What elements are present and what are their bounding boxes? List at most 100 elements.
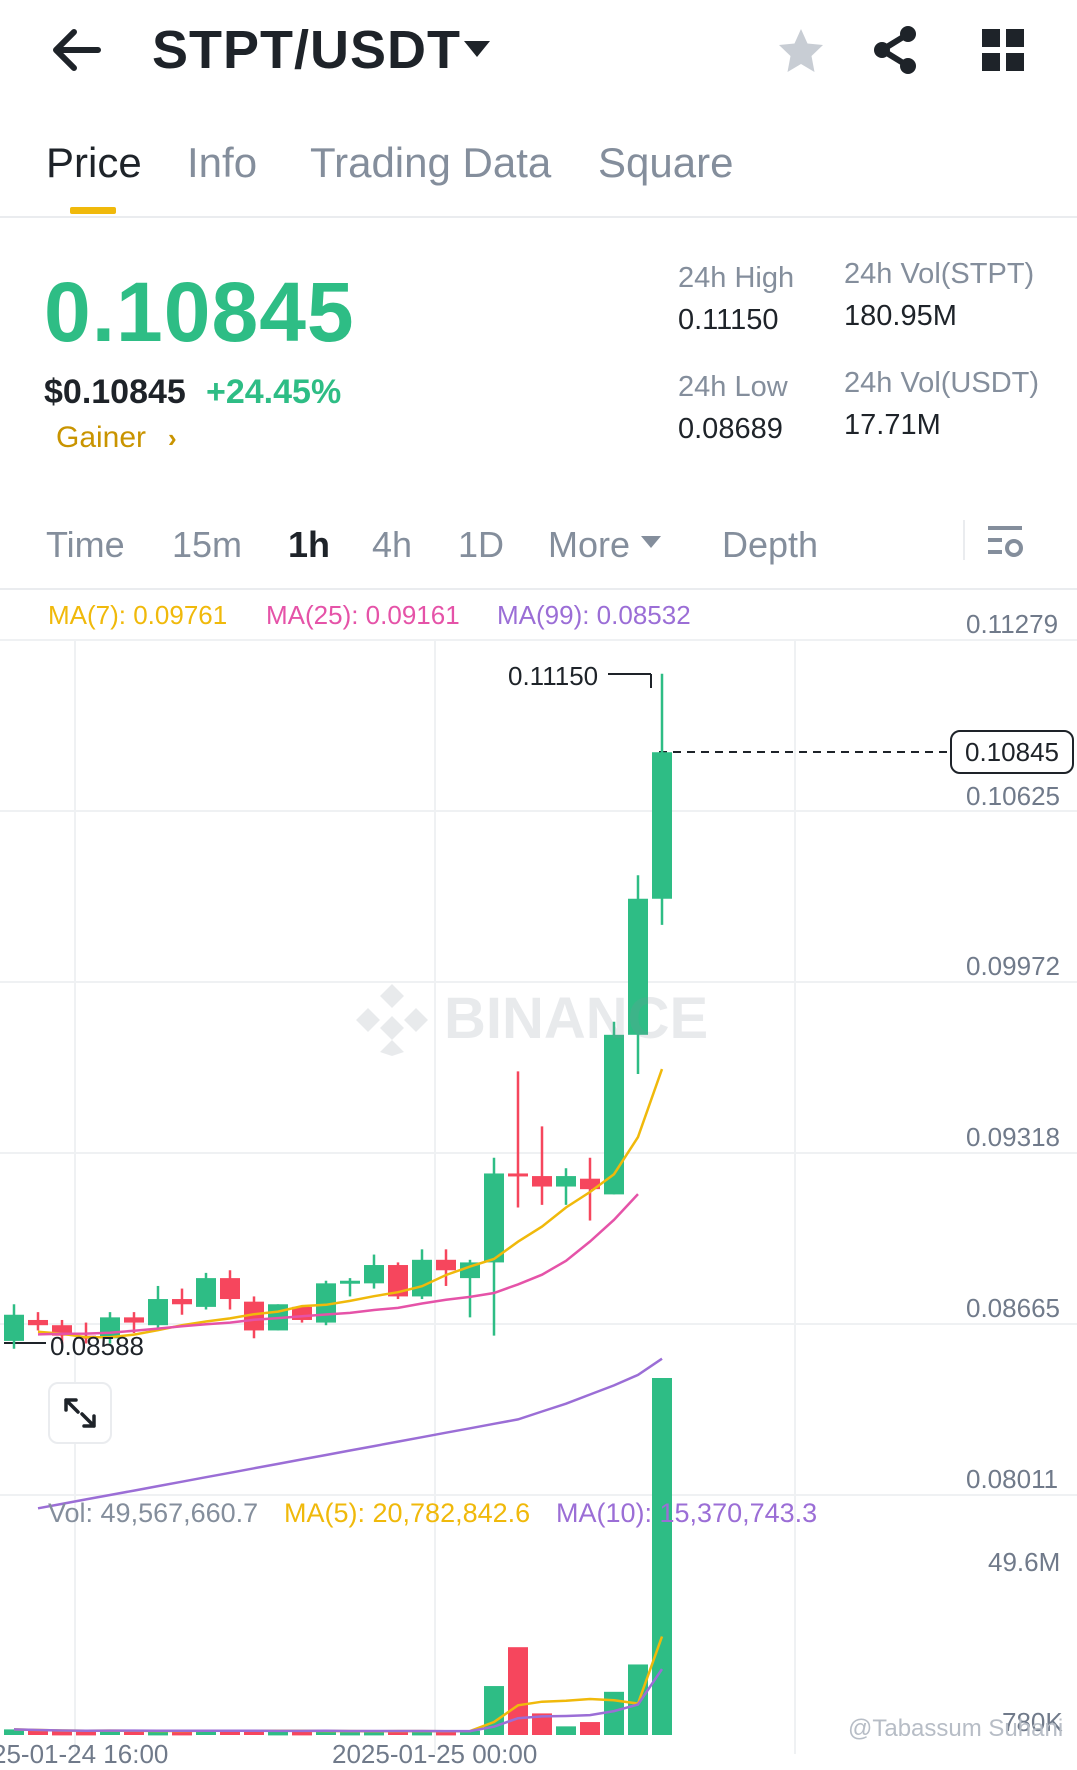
candle-body (484, 1173, 504, 1263)
candle-body (172, 1299, 192, 1305)
volume-bar (76, 1731, 96, 1736)
star-icon[interactable] (776, 26, 826, 76)
candle-body (52, 1325, 72, 1336)
chart-settings-icon[interactable] (986, 522, 1026, 562)
volume-axis-label: 49.6M (988, 1547, 1061, 1577)
low-marker-label: 0.08588 (50, 1331, 144, 1361)
candle (148, 1285, 168, 1328)
time-axis-label: 2025-01-25 00:00 (332, 1739, 538, 1769)
volume-bar (460, 1730, 480, 1735)
volume-ma5-legend: MA(5): 20,782,842.6 (284, 1498, 531, 1528)
binance-watermark: BINANCE (352, 976, 732, 1056)
stat-vol-quote-value: 17.71M (844, 409, 941, 441)
expand-icon (64, 1398, 80, 1414)
volume-bar (388, 1730, 408, 1735)
candle (460, 1259, 480, 1318)
candle-body (316, 1283, 336, 1323)
interval-time[interactable]: Time (46, 524, 125, 565)
caret-down-icon[interactable] (462, 38, 492, 60)
volume-bar (604, 1691, 624, 1735)
volume-bar (292, 1731, 312, 1736)
tab-square[interactable]: Square (598, 139, 734, 186)
candle-body (460, 1262, 480, 1279)
toolbar-separator (963, 520, 965, 560)
tabs-divider (0, 216, 1077, 218)
share-icon[interactable] (870, 24, 920, 76)
candle-body (556, 1176, 576, 1187)
volume-bar (508, 1647, 528, 1735)
caret-down-icon[interactable] (640, 534, 662, 550)
ma-lines (37, 1068, 664, 1510)
candle-body (220, 1278, 240, 1300)
candle (652, 673, 672, 925)
time-axis-label: 25-01-24 16:00 (0, 1739, 169, 1769)
tab-trading-data[interactable]: Trading Data (310, 139, 552, 186)
candle (484, 1157, 504, 1336)
ma7-line (37, 1068, 664, 1339)
tab-info[interactable]: Info (187, 139, 258, 186)
price-axis-label: 0.08011 (966, 1464, 1059, 1494)
stat-vol-base-value: 180.95M (844, 300, 957, 332)
high-marker-label: 0.11150 (508, 661, 599, 691)
volume-bar (28, 1730, 48, 1735)
price-axis-label: 0.11279 (966, 609, 1059, 639)
candle (364, 1254, 384, 1289)
interval-more[interactable]: More (548, 524, 631, 565)
volume-ma-lines (13, 1636, 664, 1733)
interval-15m[interactable]: 15m (172, 524, 243, 565)
volume-bar (196, 1729, 216, 1735)
stat-high-value: 0.11150 (678, 304, 779, 336)
candle (52, 1319, 72, 1344)
volume-ma10-line (13, 1668, 664, 1733)
volume-bar (244, 1730, 264, 1735)
ma99-line (37, 1357, 663, 1510)
volume-bar (124, 1730, 144, 1735)
chart-top-divider (0, 588, 1077, 590)
current-price-tag: 0.10845 (950, 730, 1074, 774)
expand-chart-button[interactable] (48, 1382, 112, 1444)
grid-icon[interactable] (980, 27, 1026, 73)
volume-bar (580, 1722, 600, 1735)
volume-ma10-legend: MA(10): 15,370,743.3 (556, 1498, 818, 1528)
interval-4h[interactable]: 4h (372, 524, 413, 565)
candles (4, 673, 672, 1349)
back-arrow-icon[interactable] (50, 28, 102, 72)
candle-body (364, 1265, 384, 1284)
candle (580, 1157, 600, 1221)
candle (556, 1168, 576, 1205)
candle (196, 1272, 216, 1310)
candle (628, 875, 648, 1075)
pair-title[interactable]: STPT/USDT (152, 20, 462, 80)
volume-bar (628, 1664, 648, 1735)
candle (508, 1071, 528, 1208)
gainer-tag[interactable]: Gainer (56, 421, 147, 454)
volume-bar (148, 1731, 168, 1736)
interval-1d[interactable]: 1D (458, 524, 505, 565)
candle (532, 1126, 552, 1205)
candle (244, 1296, 264, 1339)
volume-bar (316, 1730, 336, 1735)
candle-body (412, 1259, 432, 1297)
interval-1h[interactable]: 1h (288, 524, 331, 565)
price-chart[interactable] (0, 588, 1077, 1754)
credit-watermark: @Tabassum Suhani (848, 1715, 1064, 1742)
candle (604, 1021, 624, 1195)
last-price: 0.10845 (44, 265, 355, 359)
volume-bar (52, 1731, 72, 1736)
volume-bar (556, 1726, 576, 1735)
candle-body (388, 1265, 408, 1297)
candle (220, 1270, 240, 1310)
ma25-legend: MA(25): 0.09161 (266, 600, 460, 630)
ma99-legend: MA(99): 0.08532 (497, 600, 691, 630)
chevron-right-icon[interactable]: › (168, 423, 177, 453)
volume-axis-label: 780K (1002, 1707, 1063, 1737)
tab-price[interactable]: Price (46, 139, 142, 186)
volume-bar (220, 1730, 240, 1735)
interval-depth[interactable]: Depth (722, 524, 819, 565)
candle-body (4, 1314, 24, 1341)
volume-bar (532, 1713, 552, 1735)
volume-bar (364, 1731, 384, 1736)
candle-body (148, 1299, 168, 1326)
volume-bar (172, 1731, 192, 1736)
candle (172, 1288, 192, 1315)
